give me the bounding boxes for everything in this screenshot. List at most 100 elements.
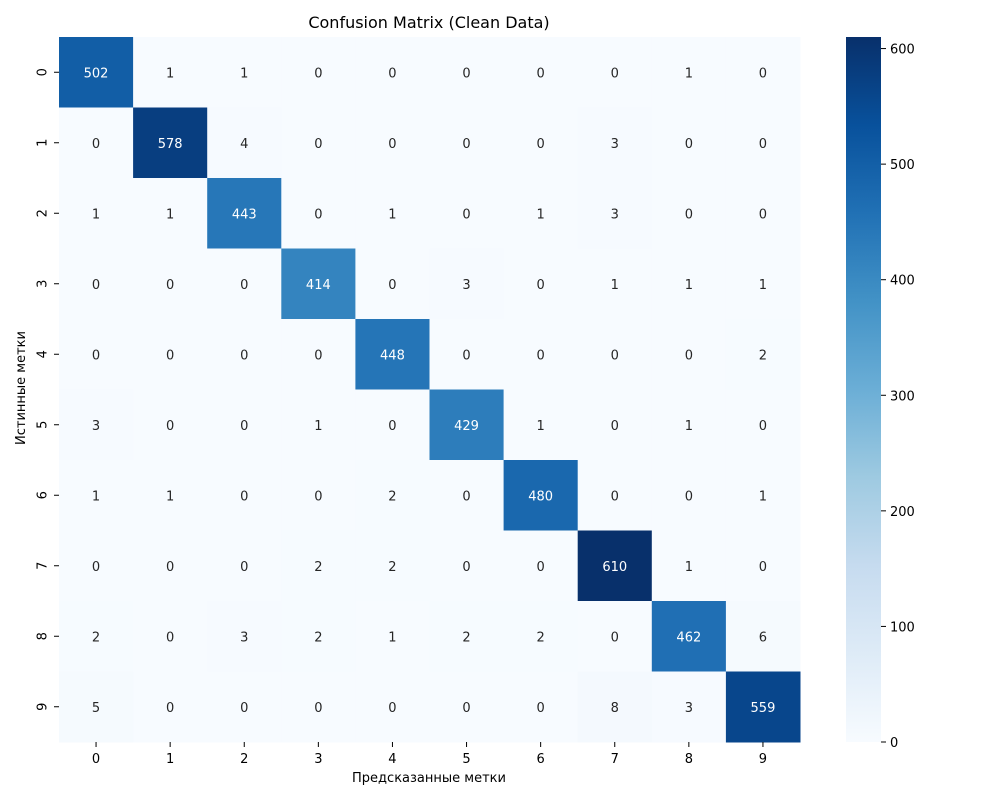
cell-value-label: 0: [537, 66, 545, 81]
heatmap-cell: [355, 37, 430, 108]
colorbar-tick-label: 100: [890, 620, 915, 635]
heatmap-cell: [207, 107, 282, 179]
y-tick-label: 7: [36, 562, 51, 570]
heatmap-cell: [59, 460, 134, 531]
cell-value-label: 414: [306, 278, 331, 293]
cell-value-label: 0: [388, 419, 396, 434]
heatmap-cell: [207, 460, 282, 531]
y-tick-label: 8: [36, 632, 51, 640]
cell-value-label: 462: [676, 630, 701, 645]
colorbar-tick-label: 600: [890, 43, 915, 58]
heatmap-cell: [133, 107, 208, 179]
heatmap-cell: [725, 530, 801, 602]
cell-value-label: 1: [759, 489, 767, 504]
heatmap-cell: [503, 107, 579, 179]
cell-value-label: 1: [92, 207, 100, 222]
heatmap-cell: [281, 319, 356, 390]
cell-value-label: 0: [537, 348, 545, 363]
heatmap-cell: [577, 671, 653, 743]
cell-value-label: 3: [685, 701, 693, 716]
cell-value-label: 0: [314, 489, 322, 504]
cell-value-label: 3: [611, 137, 619, 152]
heatmap-cell: [577, 460, 653, 531]
cell-value-label: 448: [380, 348, 405, 363]
heatmap-cell: [725, 178, 801, 249]
cell-value-label: 0: [759, 207, 767, 222]
heatmap-cell: [725, 319, 801, 390]
x-tick-label: 0: [92, 752, 100, 767]
cell-value-label: 0: [759, 66, 767, 81]
cell-value-label: 0: [314, 207, 322, 222]
chart-title: Confusion Matrix (Clean Data): [308, 13, 549, 32]
cell-value-label: 2: [462, 630, 470, 645]
heatmap-cell: [651, 107, 727, 179]
heatmap-cell: [281, 530, 356, 602]
heatmap-cell: [429, 389, 505, 461]
heatmap-cell: [503, 37, 579, 108]
heatmap-cell: [207, 178, 282, 249]
heatmap-cell: [651, 671, 727, 743]
cell-value-label: 0: [92, 278, 100, 293]
heatmap-cell: [503, 178, 579, 249]
heatmap-cell: [725, 389, 801, 461]
heatmap-cell: [59, 107, 134, 179]
heatmap-cell: [207, 601, 282, 672]
heatmap-cell: [207, 319, 282, 390]
cell-value-label: 0: [537, 701, 545, 716]
cell-value-label: 1: [537, 207, 545, 222]
heatmap-cell: [207, 671, 282, 743]
heatmap-cell: [281, 601, 356, 672]
heatmap-cell: [59, 601, 134, 672]
cell-value-label: 0: [685, 489, 693, 504]
heatmap-cell: [59, 37, 134, 108]
heatmap-cell: [429, 107, 505, 179]
heatmap-cell: [133, 460, 208, 531]
heatmap-cell: [133, 389, 208, 461]
y-tick-label: 0: [36, 68, 51, 76]
x-tick-label: 1: [166, 752, 174, 767]
y-tick-label: 5: [36, 421, 51, 429]
heatmap-cell: [59, 389, 134, 461]
cell-value-label: 0: [166, 630, 174, 645]
heatmap-cell: [651, 601, 727, 672]
cell-value-label: 578: [158, 137, 183, 152]
cell-value-label: 1: [759, 278, 767, 293]
cell-value-label: 1: [166, 489, 174, 504]
cell-value-label: 0: [314, 701, 322, 716]
colorbar: [846, 37, 881, 742]
heatmap-cell: [503, 389, 579, 461]
cell-value-label: 3: [92, 419, 100, 434]
heatmap-cell: [281, 107, 356, 179]
cell-value-label: 0: [240, 278, 248, 293]
cell-value-label: 2: [388, 560, 396, 575]
cell-value-label: 0: [388, 278, 396, 293]
cell-value-label: 0: [388, 701, 396, 716]
cell-value-label: 559: [751, 701, 776, 716]
cell-value-label: 2: [314, 630, 322, 645]
cell-value-label: 0: [240, 560, 248, 575]
cell-value-label: 0: [240, 701, 248, 716]
cell-value-label: 0: [611, 630, 619, 645]
heatmap-cell: [59, 178, 134, 249]
cell-value-label: 5: [92, 701, 100, 716]
cell-value-label: 0: [759, 137, 767, 152]
cell-value-label: 1: [685, 419, 693, 434]
x-tick-label: 8: [685, 752, 693, 767]
cell-value-label: 0: [92, 137, 100, 152]
heatmap-cell: [281, 37, 356, 108]
cell-value-label: 0: [166, 419, 174, 434]
cell-value-label: 0: [166, 701, 174, 716]
cell-value-label: 0: [240, 489, 248, 504]
heatmap-cell: [207, 37, 282, 108]
cell-value-label: 1: [92, 489, 100, 504]
cell-value-label: 0: [240, 348, 248, 363]
y-tick-label: 1: [36, 139, 51, 147]
heatmap-cell: [429, 248, 505, 320]
heatmap-cell: [577, 319, 653, 390]
heatmap-cell: [429, 460, 505, 531]
colorbar-tick-label: 400: [890, 274, 915, 289]
heatmap-cell: [133, 601, 208, 672]
cell-value-label: 0: [462, 348, 470, 363]
heatmap-cell: [577, 601, 653, 672]
